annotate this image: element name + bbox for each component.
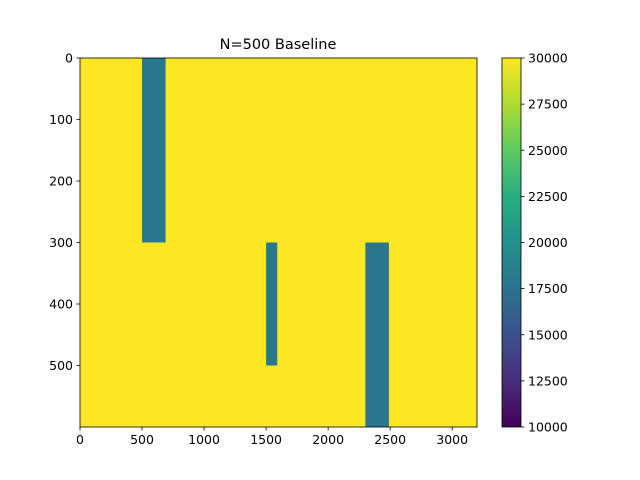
- y-tick-label: 300: [49, 235, 73, 250]
- chart-title: N=500 Baseline: [220, 37, 337, 53]
- colorbar-tick-label: 27500: [528, 97, 568, 112]
- x-tick-label: 0: [76, 432, 84, 447]
- y-tick-label: 100: [49, 112, 73, 127]
- heatmap-region-3: [365, 242, 389, 427]
- x-tick-label: 3000: [436, 432, 468, 447]
- colorbar-tick-label: 30000: [528, 51, 568, 66]
- y-tick-label: 400: [49, 297, 73, 312]
- colorbar: [502, 58, 521, 427]
- y-tick-label: 500: [49, 358, 73, 373]
- colorbar-tick-label: 15000: [528, 327, 568, 342]
- x-tick-label: 2000: [312, 432, 344, 447]
- colorbar-tick-label: 25000: [528, 143, 568, 158]
- heatmap-region-1: [142, 58, 166, 243]
- colorbar-tick-label: 20000: [528, 235, 568, 250]
- x-tick-label: 1500: [250, 432, 282, 447]
- colorbar-tick-label: 12500: [528, 373, 568, 388]
- y-tick-label: 0: [65, 51, 73, 66]
- x-tick-label: 1000: [188, 432, 220, 447]
- heatmap-background: [80, 58, 477, 427]
- colorbar-tick-label: 17500: [528, 281, 568, 296]
- colorbar-tick-label: 22500: [528, 189, 568, 204]
- y-tick-label: 200: [49, 174, 73, 189]
- heatmap-region-2: [266, 242, 278, 366]
- colorbar-tick-label: 10000: [528, 420, 568, 435]
- x-tick-label: 500: [130, 432, 154, 447]
- x-tick-label: 2500: [374, 432, 406, 447]
